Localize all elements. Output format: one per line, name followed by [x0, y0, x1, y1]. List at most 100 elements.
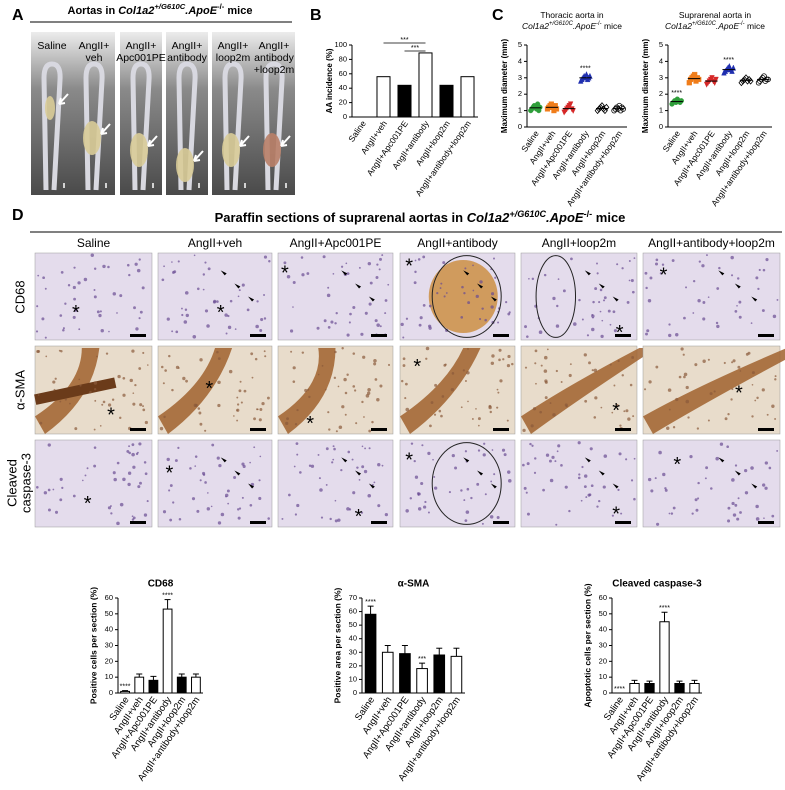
nucleus [646, 329, 650, 333]
histology-image: * [34, 252, 153, 341]
nucleus [491, 449, 494, 451]
panel-title-part: +/G610C [509, 209, 546, 219]
nucleus [344, 413, 347, 416]
nucleus [217, 380, 221, 385]
nucleus [596, 505, 599, 508]
nucleus [603, 296, 607, 300]
nucleus [310, 464, 315, 468]
nucleus [645, 286, 648, 290]
nucleus [225, 495, 227, 498]
group-label: Apc001PE [116, 52, 166, 64]
nucleus [526, 512, 530, 516]
bracket-label: *** [411, 45, 419, 52]
histology-image: * [642, 252, 781, 341]
nucleus [593, 416, 597, 419]
panel-title-part: mice [224, 5, 252, 17]
scale-bar [250, 521, 266, 524]
nucleus [672, 426, 676, 429]
nucleus [301, 351, 305, 354]
nucleus [258, 418, 262, 422]
nucleus [317, 373, 320, 376]
arrowhead [355, 470, 362, 476]
nucleus [62, 327, 65, 330]
bar [120, 690, 130, 694]
nucleus [585, 496, 588, 499]
nucleus [266, 396, 270, 400]
nucleus [116, 521, 120, 526]
data-point [692, 71, 698, 78]
histology-image: * [520, 439, 638, 528]
scale-bar [615, 334, 631, 337]
nucleus [734, 503, 738, 507]
nucleus [448, 491, 451, 494]
nucleus [625, 409, 629, 413]
nucleus [82, 479, 84, 482]
significance: **** [659, 605, 670, 612]
nucleus [199, 479, 202, 482]
nucleus [367, 261, 372, 266]
nucleus [481, 307, 484, 310]
nucleus [600, 406, 603, 409]
nucleus [128, 445, 131, 448]
nucleus [502, 358, 505, 361]
nucleus [546, 348, 549, 351]
nucleus [163, 265, 165, 268]
nucleus [774, 378, 777, 381]
nucleus [607, 309, 611, 313]
nucleus [460, 316, 464, 319]
nucleus [755, 504, 759, 509]
nucleus [405, 317, 409, 320]
aorta [222, 61, 244, 191]
histology-image: * [157, 345, 273, 435]
histology-image: * [34, 439, 153, 528]
nucleus [361, 465, 365, 469]
bar [397, 84, 412, 118]
nucleus [633, 497, 636, 501]
nucleus [570, 257, 573, 261]
nucleus [718, 266, 721, 270]
y-tick-label: 60 [105, 593, 113, 602]
nucleus [204, 309, 209, 313]
nucleus [93, 388, 97, 391]
nucleus [436, 292, 439, 295]
histology-image: * [399, 252, 516, 341]
bar [399, 653, 411, 694]
nucleus [134, 262, 138, 266]
nucleus [554, 460, 557, 463]
chart-title-part: Col1a2 [665, 21, 692, 31]
scale-bar [250, 334, 266, 337]
nucleus [218, 463, 222, 468]
nucleus [702, 359, 706, 363]
nucleus [715, 456, 719, 461]
nucleus [220, 512, 225, 517]
arrow [239, 135, 250, 147]
chart: Cleaved caspase-3 Apoptotic cells per sec… [582, 579, 702, 784]
nucleus [592, 300, 595, 304]
panel-title: Aortas in Col1a2+/G610C.ApoE-/- mice [68, 2, 253, 17]
nucleus [727, 506, 731, 510]
nucleus [736, 517, 740, 521]
nucleus [138, 317, 141, 320]
nucleus [141, 286, 145, 290]
nucleus [602, 485, 606, 489]
nucleus [655, 258, 659, 262]
nucleus [368, 447, 371, 450]
nucleus [73, 297, 76, 301]
nucleus [621, 267, 624, 270]
nucleus [384, 299, 388, 302]
arrowhead [234, 283, 241, 289]
histology-image: * [34, 345, 153, 435]
nucleus [358, 479, 361, 481]
aorta-photo [73, 32, 115, 195]
nucleus [581, 465, 584, 469]
bar [439, 84, 454, 118]
y-tick-label: 5 [518, 40, 522, 49]
chart-title: Suprarenal aorta in [679, 10, 752, 20]
nucleus [650, 489, 654, 493]
image-bg [277, 252, 394, 341]
nucleus [685, 399, 690, 404]
data-point [678, 98, 684, 104]
nucleus [378, 268, 381, 271]
nucleus [345, 262, 348, 265]
